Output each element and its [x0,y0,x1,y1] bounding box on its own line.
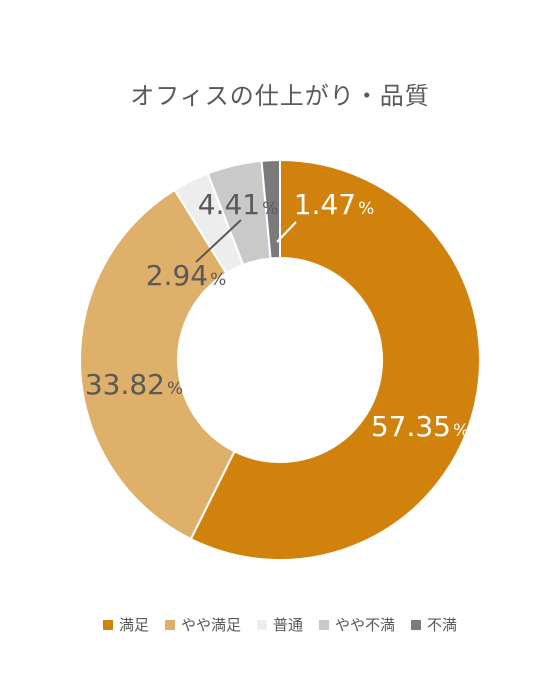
leader-line-5 [276,221,297,243]
chart-title: オフィスの仕上がり・品質 [130,82,430,110]
data-label-3: 2.94% [146,259,227,292]
legend: 満足 やや満足 普通 やや不満 不満 [0,614,560,635]
data-label-2: 33.82% [85,368,183,401]
legend-label: やや満足 [180,616,241,634]
legend-item-5: 不満 [411,614,457,635]
legend-item-2: やや満足 [164,614,241,635]
leader-line-3 [195,219,242,263]
donut-slice-5 [260,158,281,260]
legend-swatch [319,619,329,630]
legend-swatch [102,619,113,630]
donut-slices [79,158,481,561]
donut-slice-1 [189,158,481,561]
data-label-1: 57.35% [371,410,469,443]
data-label-4: 4.41% [198,188,279,221]
legend-label: 満足 [118,616,149,634]
legend-swatch [256,619,267,630]
leader-lines [195,219,297,263]
legend-swatch [411,619,422,630]
legend-item-3: 普通 [256,614,303,635]
legend-label: 不満 [427,616,458,634]
data-labels: 57.35 % 33.82 % 2.94 % 4.41% 1.47% [85,188,469,443]
data-label-5: 1.47% [294,188,375,221]
donut-slice-2 [79,188,236,541]
legend-swatch [164,619,175,630]
legend-item-1: 満足 [102,614,149,635]
legend-label: やや不満 [335,616,396,634]
legend-label: 普通 [272,616,303,634]
legend-item-4: やや不満 [319,614,395,635]
